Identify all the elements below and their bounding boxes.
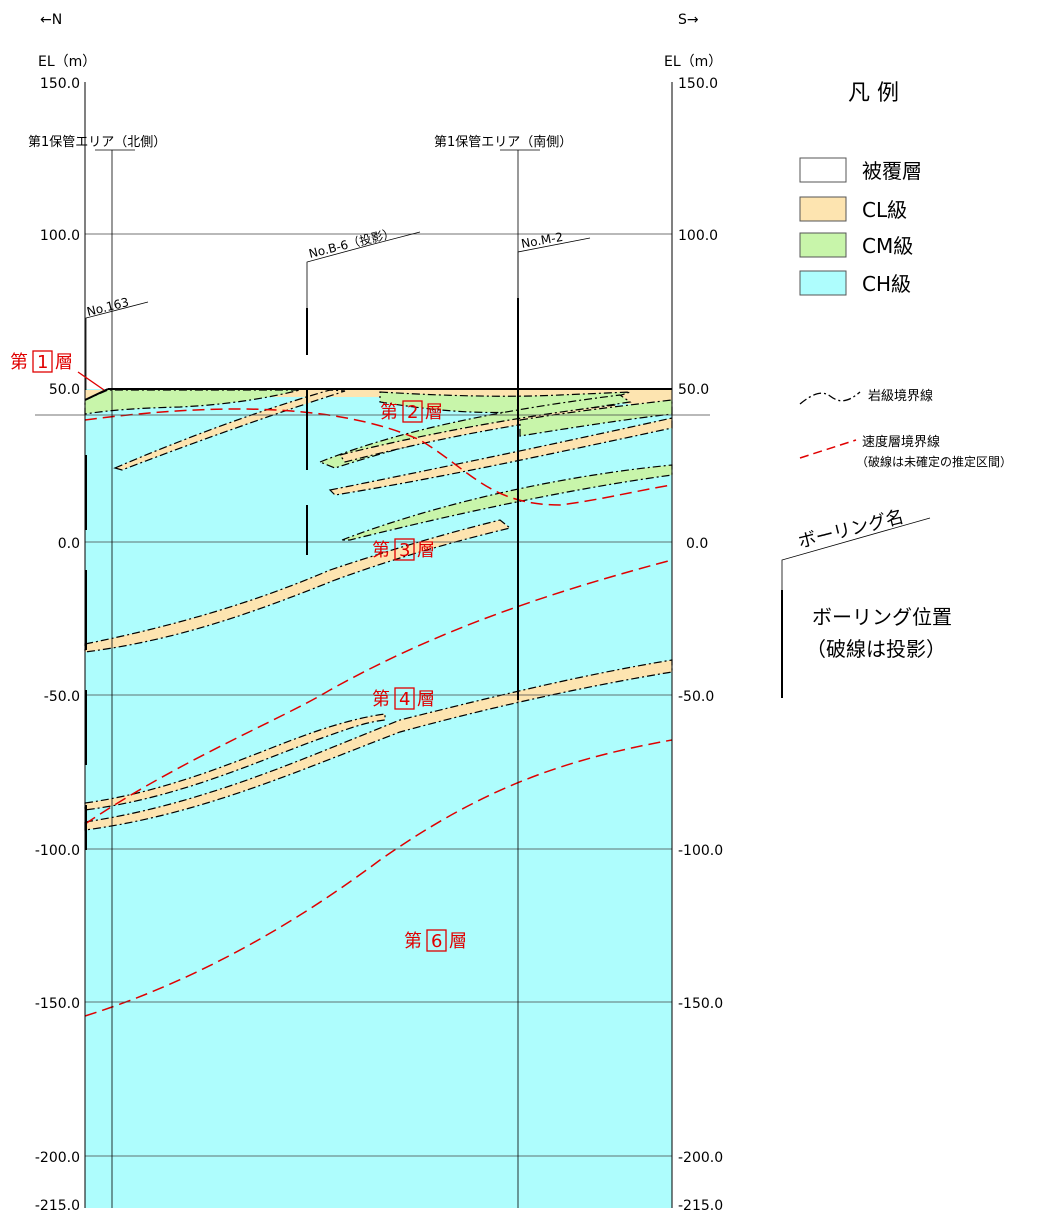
legend: 凡 例 被覆層 CL級 CM級 CH級 岩級境界線 速度層境界線 （破線は未確定… (781, 81, 1012, 698)
legend-swatch-overburden (799, 157, 847, 183)
legend-rock-boundary-line (799, 391, 861, 405)
svg-text:6: 6 (431, 931, 442, 952)
velocity-boundary-1 (84, 408, 673, 506)
layer-label-3: 第 3 層 (372, 538, 435, 561)
left-tick-label: -215.0 (35, 1198, 80, 1214)
right-tick-label: 0.0 (686, 536, 708, 552)
legend-rock-boundary-label: 岩級境界線 (868, 388, 933, 404)
borehole-b6-leader (306, 231, 421, 308)
left-tick-label: -150.0 (35, 996, 80, 1012)
surface-cm-wedge-north (84, 389, 301, 415)
legend-boring-leader (781, 517, 931, 590)
borehole-m2-leader (517, 237, 591, 298)
left-tick-label: 50.0 (49, 382, 80, 398)
left-tick-labels: 150.0 100.0 50.0 0.0 -50.0 -100.0 -150.0… (35, 76, 80, 1214)
svg-text:層: 層 (449, 931, 467, 952)
right-tick-label: 100.0 (678, 228, 718, 244)
svg-text:層: 層 (425, 402, 443, 423)
right-tick-label: 150.0 (678, 76, 718, 92)
legend-label-cm: CM級 (862, 234, 913, 258)
legend-velocity-line (799, 439, 857, 459)
legend-label-overburden: 被覆層 (862, 159, 922, 183)
right-tick-label: -150.0 (678, 996, 723, 1012)
right-tick-label: -215.0 (678, 1198, 723, 1214)
left-tick-label: -100.0 (35, 843, 80, 859)
svg-text:第: 第 (380, 402, 398, 423)
layer-label-1: 第 1 層 (10, 350, 105, 391)
velocity-boundary-2 (84, 559, 673, 825)
right-tick-label: -50.0 (678, 689, 714, 705)
cl-band-layer4-b (84, 659, 673, 831)
grid-lines (35, 233, 710, 1157)
legend-velocity-note: （破線は未確定の推定区間） (856, 454, 1012, 469)
north-label: ←N (40, 12, 62, 28)
borehole-163-leader (85, 301, 149, 390)
right-tick-label: 50.0 (678, 382, 709, 398)
layer-label-2: 第 2 層 (380, 400, 443, 423)
cm-lens-lower (341, 464, 673, 541)
ch-grade-area (85, 389, 672, 1208)
south-label: S→ (678, 12, 699, 28)
legend-boring-position-note: （破線は投影） (806, 637, 946, 661)
legend-boring-name: ボーリング名 (796, 506, 906, 553)
svg-text:層: 層 (417, 540, 435, 561)
surface-slope-north (84, 388, 109, 401)
legend-swatch-cm (799, 232, 847, 258)
svg-text:2: 2 (407, 402, 418, 423)
legend-label-cl: CL級 (862, 198, 907, 222)
legend-swatch-ch (799, 270, 847, 296)
svg-text:1: 1 (37, 352, 48, 373)
velocity-boundaries (84, 408, 673, 1017)
zone-label-north: 第1保管エリア（北側） (28, 135, 166, 150)
svg-text:層: 層 (55, 352, 73, 373)
right-tick-labels: 150.0 100.0 50.0 0.0 -50.0 -100.0 -150.0… (678, 76, 723, 1214)
right-tick-label: -200.0 (678, 1150, 723, 1166)
legend-title: 凡 例 (848, 81, 899, 106)
right-axis-unit: EL（m） (664, 54, 722, 70)
legend-label-ch: CH級 (862, 272, 911, 296)
layer-label-6: 第 6 層 (404, 929, 467, 952)
borehole-label-163: No.163 (85, 295, 130, 319)
legend-swatch-cl (799, 196, 847, 222)
svg-text:第: 第 (372, 540, 390, 561)
left-axis-unit: EL（m） (38, 54, 96, 70)
svg-text:第: 第 (10, 352, 28, 373)
left-tick-label: -200.0 (35, 1150, 80, 1166)
zone-label-south: 第1保管エリア（南側） (434, 134, 572, 150)
cl-band-layer4-a (84, 713, 386, 811)
left-tick-label: 150.0 (40, 76, 80, 92)
borehole-label-b6: No.B-6（投影） (307, 225, 396, 261)
legend-velocity-label: 速度層境界線 (862, 434, 940, 450)
cl-band-layer3 (84, 519, 512, 653)
svg-text:3: 3 (399, 540, 410, 561)
left-tick-label: 100.0 (40, 228, 80, 244)
svg-text:4: 4 (399, 689, 410, 710)
velocity-boundary-3 (84, 739, 673, 1017)
right-tick-label: -100.0 (678, 843, 723, 859)
svg-text:第: 第 (372, 689, 390, 710)
layer-label-4: 第 4 層 (372, 687, 435, 710)
left-tick-label: 0.0 (58, 536, 80, 552)
svg-text:第: 第 (404, 931, 422, 952)
borehole-label-m2: No.M-2 (520, 230, 564, 251)
svg-text:層: 層 (417, 689, 435, 710)
legend-boring-position: ボーリング位置 (812, 605, 952, 629)
left-tick-label: -50.0 (44, 689, 80, 705)
